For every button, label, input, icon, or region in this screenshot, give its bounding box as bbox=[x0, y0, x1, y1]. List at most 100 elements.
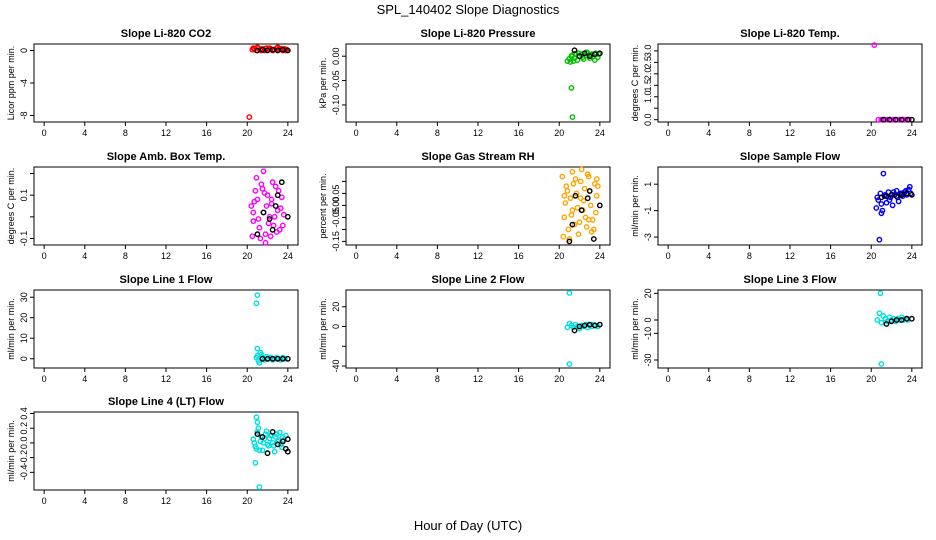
data-point bbox=[576, 53, 583, 60]
y-tick-label: 0.1 bbox=[19, 189, 29, 202]
x-tick-label: 0 bbox=[666, 251, 671, 261]
data-point bbox=[254, 44, 261, 51]
data-point bbox=[886, 116, 893, 123]
data-point bbox=[256, 484, 263, 490]
data-point bbox=[269, 428, 276, 435]
x-tick-label: 8 bbox=[747, 374, 752, 384]
data-point bbox=[567, 59, 574, 65]
x-tick-label: 12 bbox=[785, 128, 795, 138]
x-tick-label: 12 bbox=[473, 251, 483, 261]
data-point bbox=[264, 47, 271, 54]
data-point bbox=[281, 355, 288, 362]
y-tick-label: 0.00 bbox=[331, 197, 341, 215]
x-tick-label: 0 bbox=[666, 128, 671, 138]
x-tick-label: 4 bbox=[706, 128, 711, 138]
y-tick-label: 20 bbox=[19, 313, 29, 323]
data-point bbox=[272, 203, 279, 209]
x-tick-label: 24 bbox=[283, 374, 293, 384]
x-tick-label: 4 bbox=[394, 251, 399, 261]
y-tick-label: 0 bbox=[19, 356, 29, 361]
x-tick-label: 24 bbox=[907, 374, 917, 384]
data-point bbox=[575, 231, 582, 238]
x-tick-label: 24 bbox=[283, 496, 293, 506]
x-tick-label: 16 bbox=[826, 374, 836, 384]
data-point bbox=[284, 47, 291, 54]
x-tick-label: 16 bbox=[202, 251, 212, 261]
data-point bbox=[274, 47, 281, 54]
data-point bbox=[559, 173, 566, 180]
data-point bbox=[571, 47, 578, 54]
data-point bbox=[570, 180, 577, 187]
x-tick-label: 8 bbox=[747, 251, 752, 261]
data-point bbox=[572, 176, 579, 182]
y-tick-label: -30 bbox=[643, 353, 653, 366]
y-tick-label: -0.05 bbox=[331, 207, 341, 228]
y-axis-label: ml/min per min. bbox=[630, 298, 640, 360]
plot-frame bbox=[657, 289, 923, 369]
plot-frame bbox=[33, 43, 299, 123]
x-tick-label: 0 bbox=[42, 251, 47, 261]
x-tick-label: 20 bbox=[554, 374, 564, 384]
data-point bbox=[256, 224, 263, 231]
data-point bbox=[253, 445, 260, 452]
plot-frame bbox=[345, 166, 611, 246]
data-point bbox=[898, 191, 905, 198]
x-tick-label: 12 bbox=[473, 128, 483, 138]
data-point bbox=[274, 355, 281, 362]
data-point bbox=[889, 202, 896, 209]
panel-title: Slope Li-820 CO2 bbox=[121, 28, 211, 40]
x-tick-label: 20 bbox=[866, 374, 876, 384]
data-point bbox=[888, 191, 895, 198]
scatter-panel: Slope Li-820 Pressure 0 4 8 12 16 20 24 0.00 -0.0… bbox=[318, 28, 611, 138]
data-point bbox=[282, 445, 289, 452]
y-tick-label: 0.05 bbox=[331, 185, 341, 203]
data-point bbox=[256, 359, 263, 366]
data-point bbox=[279, 222, 286, 229]
data-point bbox=[886, 197, 893, 204]
data-point bbox=[893, 187, 900, 194]
data-point bbox=[566, 236, 573, 242]
data-point bbox=[908, 191, 915, 198]
data-point bbox=[254, 431, 261, 437]
data-point bbox=[569, 221, 576, 228]
data-point bbox=[255, 425, 262, 432]
x-tick-label: 4 bbox=[706, 374, 711, 384]
y-tick-label: 3.0 bbox=[643, 45, 653, 58]
scatter-panel: Slope Li-820 Temp.0 4 8 12 16 20 240.01.01.52.… bbox=[630, 28, 923, 138]
data-point bbox=[871, 42, 878, 48]
data-point bbox=[564, 188, 571, 194]
data-point bbox=[267, 233, 274, 240]
data-point bbox=[566, 238, 573, 245]
data-point bbox=[569, 114, 576, 121]
data-point bbox=[568, 212, 575, 218]
x-tick-label: 0 bbox=[354, 251, 359, 261]
data-point bbox=[262, 239, 269, 246]
data-point bbox=[584, 195, 591, 202]
data-point bbox=[908, 315, 915, 322]
data-point bbox=[269, 179, 276, 186]
plot-frame bbox=[345, 289, 611, 369]
y-tick-label: 0.0 bbox=[19, 437, 29, 450]
x-tick-label: 0 bbox=[354, 374, 359, 384]
y-tick-label: 1.0 bbox=[643, 91, 653, 104]
data-point bbox=[581, 322, 588, 329]
x-tick-label: 16 bbox=[202, 374, 212, 384]
x-tick-label: 16 bbox=[514, 251, 524, 261]
x-tick-label: 4 bbox=[82, 128, 87, 138]
y-tick-label: 0 bbox=[331, 324, 341, 329]
data-point bbox=[277, 205, 284, 212]
data-point bbox=[581, 185, 588, 192]
x-tick-label: 4 bbox=[706, 251, 711, 261]
data-point bbox=[253, 414, 260, 421]
y-axis-label: kPa per min. bbox=[318, 58, 328, 109]
data-point bbox=[255, 216, 262, 222]
data-point bbox=[878, 201, 885, 207]
data-point bbox=[574, 204, 581, 211]
x-tick-label: 16 bbox=[202, 496, 212, 506]
x-tick-label: 4 bbox=[394, 128, 399, 138]
x-tick-label: 8 bbox=[435, 374, 440, 384]
x-tick-label: 0 bbox=[42, 374, 47, 384]
x-tick-label: 24 bbox=[283, 251, 293, 261]
